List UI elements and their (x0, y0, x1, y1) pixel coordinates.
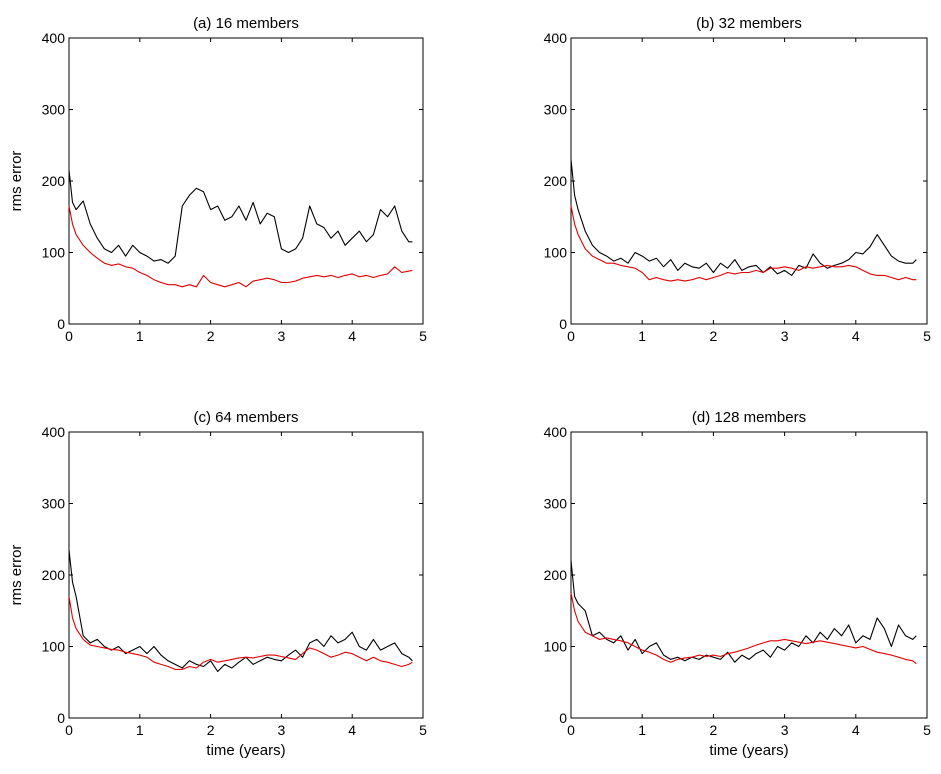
series-line-black (68, 170, 413, 264)
y-tick-label: 400 (544, 424, 568, 440)
series-line-red (68, 205, 413, 288)
x-tick-label: 0 (65, 722, 73, 738)
y-tick-label: 300 (42, 102, 66, 118)
x-tick-label: 3 (278, 722, 286, 738)
series-line-black (68, 549, 413, 673)
x-tick-label: 3 (781, 328, 789, 344)
series-line-red (570, 592, 917, 665)
x-tick-label: 3 (781, 722, 789, 738)
x-tick-label: 1 (136, 328, 144, 344)
x-tick-label: 0 (567, 328, 575, 344)
series-line-red (570, 205, 917, 282)
x-tick-label: 2 (207, 328, 215, 344)
x-tick-label: 1 (638, 328, 646, 344)
x-tick-label: 0 (65, 328, 73, 344)
series-line-black (570, 560, 917, 663)
y-tick-label: 300 (544, 496, 568, 512)
chart-panel-2: 0 1 2 3 4 5 0 100 200 300 400 (b) 32 members (544, 15, 931, 344)
x-axis-label: time (years) (206, 742, 285, 759)
y-tick-label: 400 (42, 30, 66, 46)
x-tick-label: 4 (348, 722, 356, 738)
chart-title: (d) 128 members (692, 409, 806, 426)
y-tick-label: 200 (42, 567, 66, 583)
x-tick-label: 4 (348, 328, 356, 344)
y-tick-label: 0 (57, 710, 65, 726)
y-tick-label: 400 (42, 424, 66, 440)
y-tick-label: 100 (544, 639, 568, 655)
x-tick-label: 5 (923, 722, 931, 738)
chart-title: (c) 64 members (193, 409, 298, 426)
chart-title: (a) 16 members (193, 15, 299, 32)
chart-panel-3: 0 1 2 3 4 5 0 100 200 300 400 (c) 64 members rms err… (8, 409, 427, 759)
plot-frame (570, 37, 928, 325)
series-line-black (570, 159, 917, 276)
y-tick-label: 0 (57, 316, 65, 332)
y-tick-label: 300 (544, 102, 568, 118)
x-tick-label: 1 (638, 722, 646, 738)
y-tick-label: 100 (42, 639, 66, 655)
y-tick-label: 100 (544, 245, 568, 261)
y-tick-label: 200 (544, 173, 568, 189)
x-tick-label: 0 (567, 722, 575, 738)
series-line-red (68, 596, 413, 670)
x-tick-label: 5 (419, 328, 427, 344)
x-tick-label: 5 (923, 328, 931, 344)
x-tick-label: 3 (278, 328, 286, 344)
chart-panel-1: 0 1 2 3 4 5 0 100 200 300 400 (a) 16 members rms err… (8, 15, 427, 344)
y-tick-label: 300 (42, 496, 66, 512)
chart-title: (b) 32 members (696, 15, 802, 32)
y-axis-label: rms error (8, 545, 25, 606)
x-tick-label: 4 (852, 328, 860, 344)
y-tick-label: 100 (42, 245, 66, 261)
plot-frame (570, 431, 928, 719)
x-tick-label: 5 (419, 722, 427, 738)
y-tick-label: 200 (42, 173, 66, 189)
y-axis-label: rms error (8, 151, 25, 212)
x-tick-label: 4 (852, 722, 860, 738)
plot-frame (68, 431, 424, 719)
y-tick-label: 0 (559, 316, 567, 332)
x-tick-label: 2 (710, 722, 718, 738)
x-tick-label: 1 (136, 722, 144, 738)
plot-frame (68, 37, 424, 325)
y-tick-label: 0 (559, 710, 567, 726)
x-tick-label: 2 (207, 722, 215, 738)
x-axis-label: time (years) (709, 742, 788, 759)
y-tick-label: 200 (544, 567, 568, 583)
chart-panel-4: 0 1 2 3 4 5 0 100 200 300 400 (d) 128 members time (… (544, 409, 931, 759)
x-tick-label: 2 (710, 328, 718, 344)
y-tick-label: 400 (544, 30, 568, 46)
